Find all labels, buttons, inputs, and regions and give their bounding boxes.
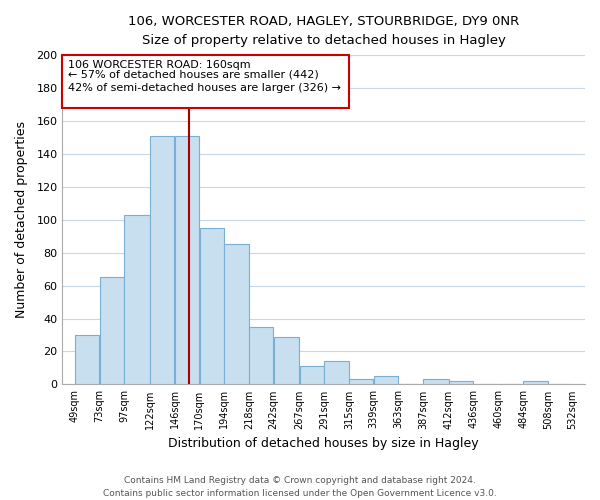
Bar <box>75 335 99 384</box>
Bar <box>374 376 398 384</box>
Text: ← 57% of detached houses are smaller (442): ← 57% of detached houses are smaller (44… <box>68 70 318 80</box>
Bar <box>150 136 175 384</box>
Bar <box>325 362 349 384</box>
X-axis label: Distribution of detached houses by size in Hagley: Distribution of detached houses by size … <box>169 437 479 450</box>
Title: 106, WORCESTER ROAD, HAGLEY, STOURBRIDGE, DY9 0NR
Size of property relative to d: 106, WORCESTER ROAD, HAGLEY, STOURBRIDGE… <box>128 15 519 47</box>
Bar <box>224 244 248 384</box>
FancyBboxPatch shape <box>62 55 349 108</box>
Text: 42% of semi-detached houses are larger (326) →: 42% of semi-detached houses are larger (… <box>68 83 341 93</box>
Text: Contains HM Land Registry data © Crown copyright and database right 2024.
Contai: Contains HM Land Registry data © Crown c… <box>103 476 497 498</box>
Bar <box>200 228 224 384</box>
Text: 106 WORCESTER ROAD: 160sqm: 106 WORCESTER ROAD: 160sqm <box>68 60 250 70</box>
Bar <box>175 136 199 384</box>
Bar <box>100 278 124 384</box>
Bar <box>299 366 324 384</box>
Bar <box>449 381 473 384</box>
Y-axis label: Number of detached properties: Number of detached properties <box>15 122 28 318</box>
Bar <box>349 380 373 384</box>
Bar <box>523 381 548 384</box>
Bar <box>424 380 449 384</box>
Bar <box>124 215 149 384</box>
Bar <box>249 327 274 384</box>
Bar <box>274 336 299 384</box>
